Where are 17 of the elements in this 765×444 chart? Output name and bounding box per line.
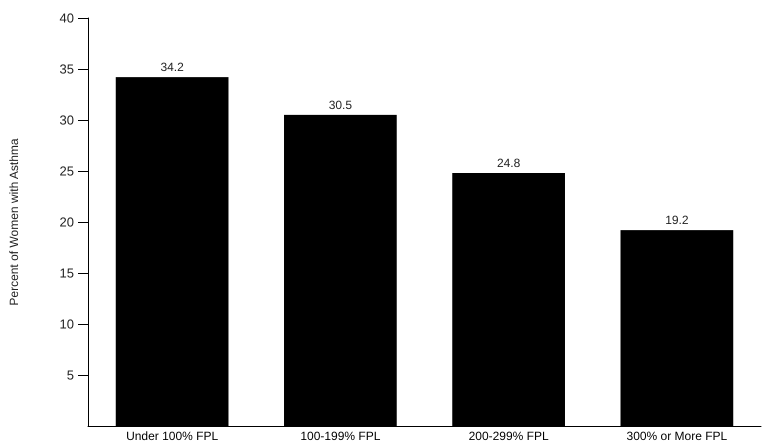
data-label: 30.5 xyxy=(328,98,352,112)
x-tick-label: 100-199% FPL xyxy=(300,429,381,443)
data-label: 34.2 xyxy=(160,60,184,74)
y-tick-label: 15 xyxy=(60,266,74,280)
y-tick-label: 10 xyxy=(60,316,74,332)
x-tick-label: 300% or More FPL xyxy=(626,429,728,443)
x-tick-label: 200-299% FPL xyxy=(468,429,549,443)
y-tick-label: 40 xyxy=(60,10,74,26)
data-label: 24.8 xyxy=(496,156,521,170)
y-tick-label: 20 xyxy=(60,214,74,230)
y-tick-label: 25 xyxy=(60,164,74,178)
y-tick-label: 30 xyxy=(60,112,74,128)
y-axis-title: Percent of Women with Asthma xyxy=(7,138,21,306)
x-tick-label: Under 100% FPL xyxy=(126,429,218,443)
y-tick-label: 35 xyxy=(60,62,74,76)
y-tick-label: 5 xyxy=(66,368,74,382)
data-label: 19.2 xyxy=(665,213,689,228)
